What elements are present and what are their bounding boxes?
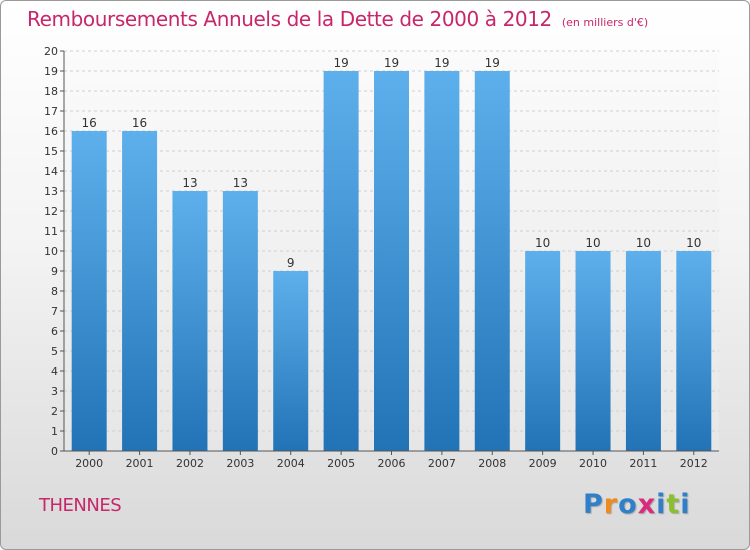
bar-value-label: 19 bbox=[384, 56, 399, 70]
y-tick-label: 19 bbox=[44, 65, 58, 78]
bar-value-label: 10 bbox=[636, 236, 651, 250]
bar-value-label: 16 bbox=[132, 116, 147, 130]
y-tick-label: 5 bbox=[51, 345, 58, 358]
y-tick-label: 3 bbox=[51, 385, 58, 398]
x-tick-label: 2004 bbox=[277, 457, 305, 470]
bar bbox=[222, 191, 258, 451]
bar bbox=[525, 251, 561, 451]
y-tick-label: 9 bbox=[51, 265, 58, 278]
y-tick-label: 12 bbox=[44, 205, 58, 218]
x-tick-label: 2009 bbox=[529, 457, 557, 470]
x-tick-label: 2000 bbox=[75, 457, 103, 470]
x-tick-label: 2002 bbox=[176, 457, 204, 470]
y-tick-label: 2 bbox=[51, 405, 58, 418]
y-tick-label: 7 bbox=[51, 305, 58, 318]
bar-value-label: 10 bbox=[535, 236, 550, 250]
y-tick-label: 18 bbox=[44, 85, 58, 98]
y-tick-label: 10 bbox=[44, 245, 58, 258]
y-tick-label: 20 bbox=[44, 45, 58, 58]
x-tick-label: 2007 bbox=[428, 457, 456, 470]
bar-value-label: 10 bbox=[585, 236, 600, 250]
bar bbox=[474, 71, 510, 451]
x-tick-label: 2008 bbox=[478, 457, 506, 470]
bar bbox=[676, 251, 712, 451]
chart-title: Remboursements Annuels de la Dette de 20… bbox=[27, 7, 552, 31]
x-tick-label: 2006 bbox=[378, 457, 406, 470]
y-tick-label: 11 bbox=[44, 225, 58, 238]
y-tick-label: 1 bbox=[51, 425, 58, 438]
logo-letter: r bbox=[603, 489, 619, 520]
chart-title-block: Remboursements Annuels de la Dette de 20… bbox=[27, 7, 648, 31]
bar bbox=[374, 71, 409, 451]
bar-value-label: 19 bbox=[333, 56, 348, 70]
bar-value-label: 13 bbox=[233, 176, 248, 190]
bar bbox=[172, 191, 208, 451]
bar-value-label: 10 bbox=[686, 236, 701, 250]
logo-letter: o bbox=[618, 489, 638, 520]
bar-value-label: 13 bbox=[182, 176, 197, 190]
y-tick-label: 4 bbox=[51, 365, 58, 378]
y-tick-label: 17 bbox=[44, 105, 58, 118]
y-tick-label: 0 bbox=[51, 445, 58, 458]
x-tick-label: 2005 bbox=[327, 457, 355, 470]
x-tick-label: 2011 bbox=[629, 457, 657, 470]
bar bbox=[323, 71, 359, 451]
bar-value-label: 9 bbox=[287, 256, 295, 270]
bar bbox=[424, 71, 460, 451]
commune-name: THENNES bbox=[39, 495, 122, 516]
y-tick-label: 6 bbox=[51, 325, 58, 338]
logo-letter: i bbox=[656, 489, 667, 520]
chart-subtitle: (en milliers d'€) bbox=[561, 16, 649, 29]
x-tick-label: 2001 bbox=[126, 457, 154, 470]
bar-value-label: 19 bbox=[434, 56, 449, 70]
y-tick-label: 16 bbox=[44, 125, 58, 138]
y-tick-label: 8 bbox=[51, 285, 58, 298]
y-tick-label: 13 bbox=[44, 185, 58, 198]
x-tick-label: 2010 bbox=[579, 457, 607, 470]
y-tick-label: 15 bbox=[44, 145, 58, 158]
bar-value-label: 16 bbox=[82, 116, 97, 130]
bar bbox=[71, 131, 107, 451]
logo-letter: P bbox=[583, 489, 604, 520]
logo-letter: x bbox=[637, 489, 657, 520]
x-axis-ticks: 2000 2001 2002 2003 2004 2005 2006 2007 2008 2009… bbox=[75, 451, 708, 470]
logo-letter: t bbox=[666, 489, 681, 520]
proxiti-logo[interactable]: Proxiti bbox=[583, 489, 691, 520]
bar-value-label: 19 bbox=[485, 56, 500, 70]
bar bbox=[625, 251, 661, 451]
bar bbox=[575, 251, 611, 451]
x-tick-label: 2003 bbox=[226, 457, 254, 470]
bar bbox=[273, 271, 309, 451]
bars: 16 16 13 13 9 19 19 19 19 10 10 10 10 bbox=[71, 56, 712, 451]
bar bbox=[122, 131, 158, 451]
x-tick-label: 2012 bbox=[680, 457, 708, 470]
y-tick-label: 14 bbox=[44, 165, 58, 178]
logo-letter: i bbox=[680, 489, 691, 520]
